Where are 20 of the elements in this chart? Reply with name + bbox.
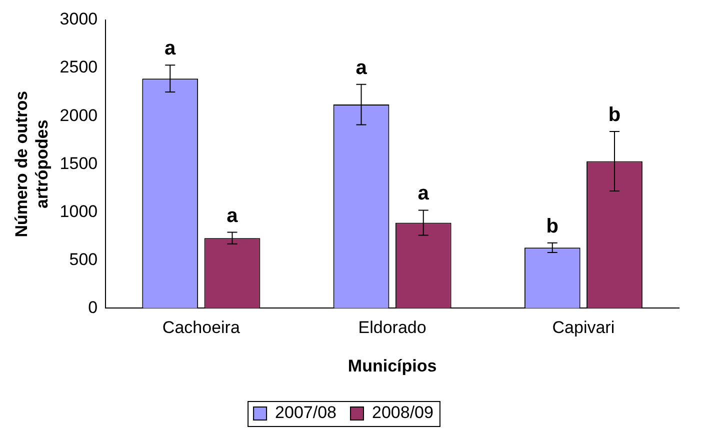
x-axis-title: Municípios [348, 356, 437, 376]
y-tick-label: 3000 [60, 10, 98, 29]
y-axis-title: Número de outros artrópodes [12, 90, 52, 238]
annotation: a [418, 182, 430, 205]
annotation: a [164, 38, 177, 60]
x-tick-label: Cachoeira [162, 318, 240, 338]
y-tick-label: 0 [88, 298, 98, 317]
annotation: b [546, 215, 558, 238]
annotation: a [356, 56, 368, 79]
y-tick-label: 1500 [60, 154, 98, 173]
annotation: b [608, 104, 621, 126]
x-tick-label: Capivari [552, 318, 615, 338]
legend-label: 2007/08 [275, 403, 336, 422]
y-tick-label: 2000 [60, 106, 98, 125]
y-tick-label: 500 [69, 250, 98, 269]
y-tick-label: 2500 [60, 58, 98, 77]
annotation: a [226, 204, 239, 227]
x-tick-label: Eldorado [358, 318, 426, 338]
y-tick-label: 1000 [60, 202, 98, 221]
legend-label: 2008/09 [372, 403, 434, 422]
